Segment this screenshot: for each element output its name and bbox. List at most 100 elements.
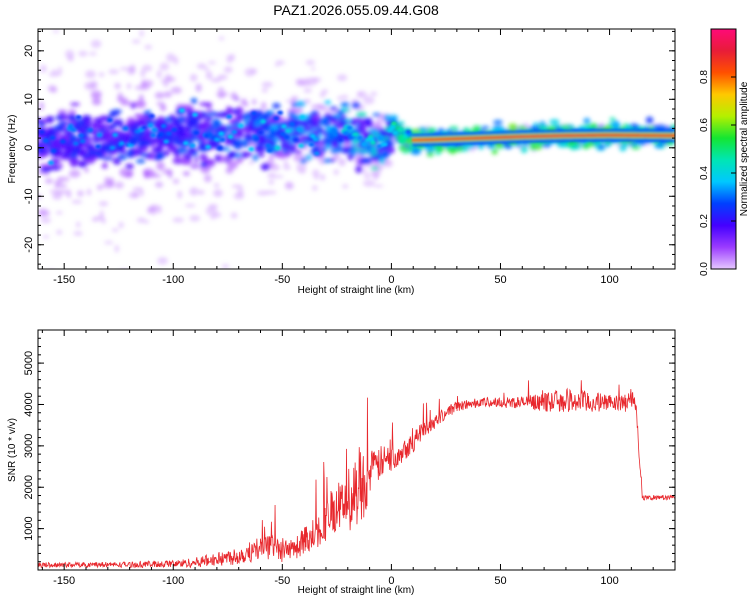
- spectral-blob: [127, 125, 137, 133]
- spectral-blob: [426, 151, 434, 157]
- spectral-blob: [172, 178, 180, 184]
- spectral-blob: [196, 123, 204, 131]
- spectral-blob: [172, 157, 184, 165]
- spectrogram-blobs: [38, 2, 675, 269]
- spectral-blob: [132, 150, 139, 157]
- x-tick-label: -50: [274, 575, 290, 587]
- spectral-blob: [311, 116, 322, 121]
- spectral-blob: [40, 64, 47, 73]
- spectral-blob: [472, 125, 482, 132]
- spectral-blob: [272, 175, 284, 179]
- spectral-blob: [42, 235, 50, 239]
- spectral-blob: [90, 90, 102, 98]
- spectral-blob: [363, 173, 371, 179]
- spectral-blob: [135, 99, 147, 109]
- spectral-blob: [203, 174, 212, 183]
- spectral-blob: [217, 74, 228, 80]
- spectral-blob: [107, 177, 115, 186]
- spectral-blob: [135, 158, 146, 164]
- snr-x-ticks: -150 -100 -50 0 50 100: [41, 330, 676, 587]
- spectral-blob: [146, 206, 152, 215]
- spectral-blob: [99, 143, 109, 151]
- ridge-blob: [337, 137, 344, 142]
- spectral-blob: [142, 152, 150, 158]
- spectral-blob: [333, 169, 339, 175]
- spectral-blob: [388, 114, 399, 121]
- ridge-blob: [309, 133, 316, 139]
- spectral-blob: [355, 165, 363, 174]
- x-tick-label: 0: [388, 575, 394, 587]
- spectral-blob: [186, 120, 197, 127]
- spectral-blob: [70, 145, 81, 151]
- spectral-blob: [589, 123, 598, 129]
- spectral-blob: [131, 39, 141, 44]
- spectral-blob: [261, 88, 268, 93]
- spectrogram-x-ticks: -150 -100 -50 0 50 100: [41, 29, 676, 286]
- ridge-blob: [281, 124, 288, 129]
- ridge-blob: [250, 111, 257, 116]
- spectral-blob: [100, 149, 107, 155]
- spectral-blob: [189, 215, 201, 222]
- spectral-blob: [177, 116, 186, 124]
- spectral-blob: [95, 119, 103, 124]
- spectral-blob: [57, 109, 67, 115]
- ridge-blob: [237, 123, 244, 128]
- ridge-blob: [214, 137, 221, 143]
- spectral-blob: [177, 147, 188, 154]
- spectral-blob: [285, 99, 295, 103]
- spectral-blob: [305, 118, 314, 124]
- ridge-blob: [150, 133, 157, 138]
- spectral-blob: [102, 156, 113, 161]
- spectral-blob: [93, 140, 100, 145]
- ridge-blob: [38, 129, 45, 135]
- spectral-blob: [68, 135, 78, 143]
- spectral-blob: [88, 51, 97, 56]
- spectral-blob: [196, 63, 207, 70]
- ridge-blob: [330, 128, 337, 133]
- spectral-blob: [236, 108, 244, 114]
- spectral-blob: [242, 143, 250, 148]
- spectral-blob: [207, 61, 217, 65]
- ridge-blob: [78, 133, 85, 138]
- spectral-blob: [212, 118, 221, 126]
- spectral-blob: [336, 74, 348, 82]
- spectral-blob: [569, 144, 577, 151]
- spectral-blob: [357, 150, 367, 155]
- spectral-blob: [338, 158, 346, 167]
- spectral-blob: [342, 184, 349, 189]
- spectral-blob: [157, 256, 168, 265]
- ridge-blob: [283, 135, 290, 140]
- spectral-blob: [71, 199, 83, 204]
- spectral-blob: [261, 113, 270, 120]
- spectral-blob: [313, 129, 320, 136]
- colorbar: 0.0 0.2 0.4 0.6 0.8 Normalized spectral ampl…: [699, 28, 750, 276]
- spectral-blob: [495, 126, 505, 132]
- ridge-blob: [260, 119, 267, 124]
- spectral-blob: [268, 179, 275, 185]
- spectral-blob: [250, 116, 256, 123]
- ridge-blob: [227, 134, 234, 139]
- spectral-blob: [241, 151, 248, 159]
- spectral-blob: [213, 183, 220, 188]
- spectral-blob: [566, 124, 575, 129]
- spectral-blob: [38, 171, 44, 175]
- spectral-blob: [372, 113, 382, 117]
- spectral-blob: [370, 166, 379, 171]
- spectral-blob: [85, 2, 94, 6]
- spectral-blob: [127, 66, 136, 76]
- spectral-blob: [234, 96, 239, 102]
- spectral-blob: [60, 176, 70, 182]
- spectral-blob: [311, 110, 319, 116]
- spectral-blob: [235, 158, 244, 163]
- spectral-blob: [47, 84, 57, 92]
- x-tick-label: 100: [600, 274, 618, 286]
- spectral-blob: [166, 53, 176, 63]
- x-tick-label: -150: [53, 575, 75, 587]
- spectral-blob: [363, 179, 375, 187]
- spectral-blob: [311, 67, 316, 71]
- snr-y-ticks: 1000 2000 3000 4000 5000: [23, 329, 675, 571]
- spectral-blob: [558, 125, 568, 131]
- ridge-blob: [129, 140, 136, 145]
- spectral-blob: [294, 149, 302, 154]
- spectral-blob: [370, 91, 378, 96]
